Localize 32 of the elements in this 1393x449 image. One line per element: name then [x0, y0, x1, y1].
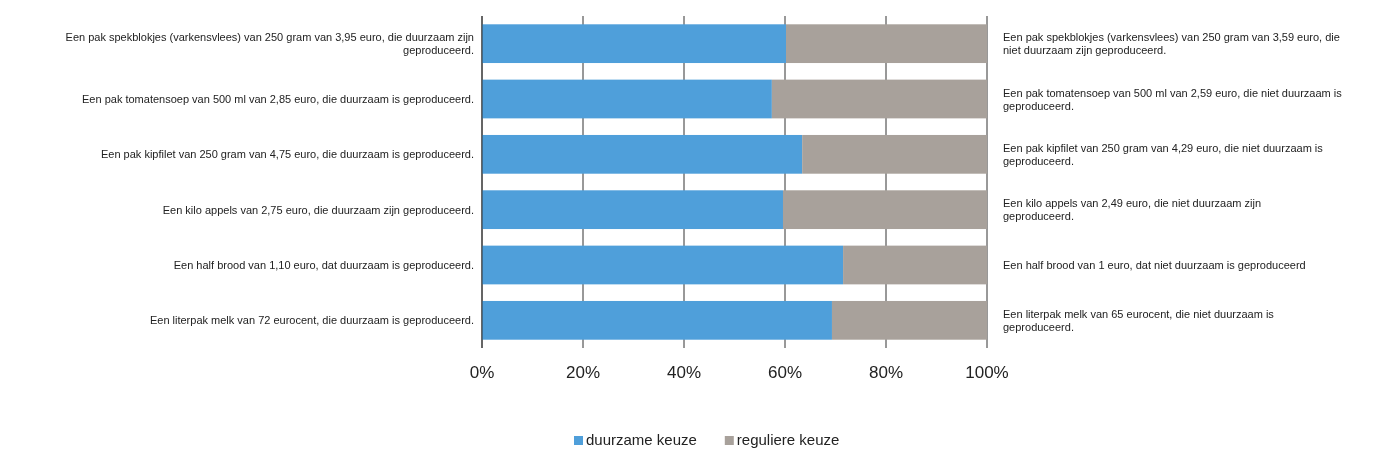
text: Een literpak melk van 65 eurocent, die niet duurzaam is geproduceerd.: [1003, 307, 1275, 333]
y-tick-label: Een kilo appels van 2,75 euro, die duurzaam zijn geproduceerd.: [162, 203, 474, 216]
y-tick-label: Een half brood van 1,10 euro, dat duurzaam is geproduceerd.: [173, 259, 474, 271]
x-tick-label: 100%: [965, 363, 1009, 382]
text: Een pak tomatensoep van 500 ml van 2,59 euro, die niet duurzaam is geproduceerd.: [1003, 86, 1343, 112]
bar: [482, 245, 844, 285]
x-tick-label: 20%: [565, 363, 601, 382]
x-tick-label: 0%: [469, 363, 495, 382]
y-tick-label: Een pak tomatensoep van 500 ml van 2,85 euro, die duurzaam is geproduceerd.: [82, 93, 474, 105]
bar: [771, 79, 987, 119]
bar: [782, 190, 987, 230]
text: Een pak spekblokjes (varkensvlees) van 250 gram van 3,59 euro, die niet duurzaam zijn geproduceerd.: [1003, 31, 1340, 57]
text: Een pak kipfilet van 250 gram van 4,29 euro, die niet duurzaam is geproduceerd.: [1003, 141, 1324, 167]
legend-label: reguliere keuze: [736, 431, 840, 448]
bar: [482, 24, 787, 64]
x-tick-label: 60%: [767, 363, 803, 382]
y-tick-label: Een literpak melk van 72 eurocent, die duurzaam is geproduceerd.: [149, 314, 474, 327]
bar: [802, 134, 987, 174]
bar: [831, 300, 987, 340]
y-tick-label: Een pak spekblokjes (varkensvlees) van 250 gram van 3,95 euro, die duurzaam zijn geproduceerd.: [65, 31, 474, 57]
y-tick-label: Een pak kipfilet van 250 gram van 4,75 euro, die duurzaam is geproduceerd.: [100, 148, 474, 161]
text: Een kilo appels van 2,49 euro, die niet duurzaam zijn geproduceerd.: [1003, 197, 1262, 223]
bar: [482, 79, 772, 119]
text: Een half brood van 1 euro, dat niet duurzaam is geproduceerd: [1003, 259, 1306, 271]
x-tick-label: 40%: [666, 363, 702, 382]
bar: [482, 300, 832, 340]
bar: [482, 190, 783, 230]
bar: [482, 134, 803, 174]
bar: [786, 24, 987, 64]
x-tick-label: 80%: [868, 363, 904, 382]
bar: [843, 245, 987, 285]
legend-label: duurzame keuze: [586, 431, 697, 448]
